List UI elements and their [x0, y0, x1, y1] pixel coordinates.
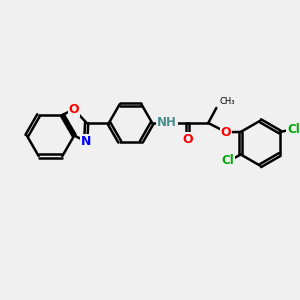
- Text: O: O: [221, 126, 232, 139]
- Text: Cl: Cl: [287, 123, 300, 136]
- Text: CH₃: CH₃: [219, 97, 235, 106]
- Text: O: O: [69, 103, 79, 116]
- Text: Cl: Cl: [221, 154, 234, 167]
- Text: NH: NH: [157, 116, 177, 130]
- Text: O: O: [182, 133, 193, 146]
- Text: N: N: [81, 135, 91, 148]
